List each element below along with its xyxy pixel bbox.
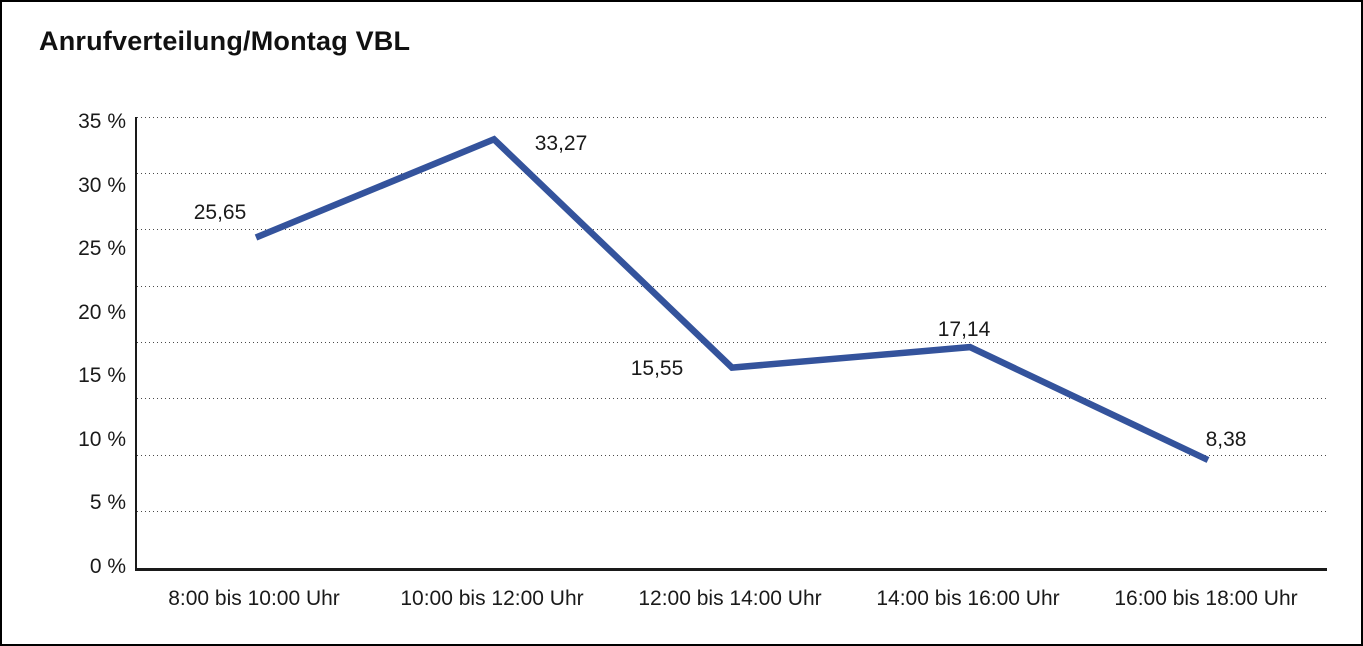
line-series-svg	[254, 135, 1210, 463]
gridline	[137, 229, 1327, 231]
y-tick-label: 35 %	[78, 110, 126, 133]
gridline	[137, 342, 1327, 343]
chart-title: Anrufverteilung/Montag VBL	[39, 26, 411, 56]
y-tick-label: 0 %	[89, 555, 126, 578]
point-value-label: 25,65	[193, 201, 247, 225]
point-value-label: 15,55	[630, 356, 684, 380]
data-line-series	[254, 135, 1210, 463]
x-tick-label: 14:00 bis 16:00 Uhr	[876, 587, 1060, 610]
point-value-label: 33,27	[534, 132, 588, 156]
x-tick-label: 8:00 bis 10:00 Uhr	[168, 587, 340, 610]
y-tick-label: 5 %	[89, 491, 126, 515]
gridline	[137, 454, 1327, 456]
gridline	[137, 511, 1327, 513]
x-tick-label: 12:00 bis 14:00 Uhr	[638, 587, 822, 610]
x-tick-label: 10:00 bis 12:00 Uhr	[400, 587, 584, 610]
gridline	[137, 285, 1327, 287]
y-tick-label: 10 %	[78, 427, 126, 451]
x-tick-label: 16:00 bis 18:00 Uhr	[1114, 587, 1298, 610]
gridline	[137, 398, 1327, 400]
plot-area: 25,65 33,27 15,55 17,14 8,38	[135, 116, 1327, 571]
x-axis-tick-labels: 8:00 bis 10:00 Uhr 10:00 bis 12:00 Uhr 12:…	[135, 586, 1325, 616]
y-tick-label: 15 %	[78, 364, 126, 388]
gridline	[137, 172, 1327, 174]
y-tick-label: 25 %	[78, 237, 126, 261]
y-tick-label: 30 %	[78, 173, 126, 197]
point-value-label: 8,38	[1205, 428, 1247, 452]
gridline	[137, 116, 1327, 118]
y-tick-label: 20 %	[78, 300, 126, 324]
point-value-label: 17,14	[937, 318, 991, 342]
y-axis-tick-labels: 35 % 30 % 25 % 20 % 15 % 10 % 5 % 0 %	[2, 110, 126, 578]
